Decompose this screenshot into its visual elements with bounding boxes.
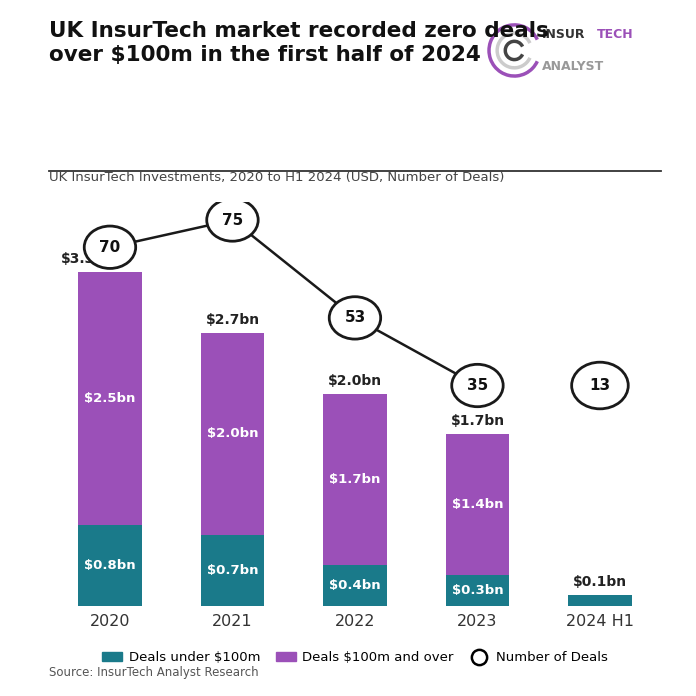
Text: INSUR: INSUR <box>541 28 585 40</box>
Text: $2.0bn: $2.0bn <box>207 427 258 441</box>
Text: $1.4bn: $1.4bn <box>452 498 503 511</box>
Circle shape <box>329 296 381 339</box>
Bar <box>200 535 264 606</box>
Bar <box>323 393 387 565</box>
Text: $3.3bn: $3.3bn <box>61 253 115 267</box>
Text: $2.7bn: $2.7bn <box>205 313 260 327</box>
Text: TECH: TECH <box>596 28 633 40</box>
Text: $0.8bn: $0.8bn <box>84 559 136 571</box>
Text: 35: 35 <box>467 378 488 393</box>
Text: 75: 75 <box>222 212 243 228</box>
Text: $0.7bn: $0.7bn <box>207 564 258 577</box>
Circle shape <box>452 364 503 406</box>
Circle shape <box>207 199 258 242</box>
Text: 13: 13 <box>590 378 610 393</box>
Circle shape <box>84 226 136 269</box>
Bar <box>200 333 264 535</box>
Text: $0.4bn: $0.4bn <box>329 579 381 592</box>
Text: 70: 70 <box>100 239 120 255</box>
Bar <box>445 434 509 575</box>
Legend: Deals under $100m, Deals $100m and over, Number of Deals: Deals under $100m, Deals $100m and over,… <box>97 646 613 670</box>
Text: $2.5bn: $2.5bn <box>84 392 136 405</box>
Text: $2.0bn: $2.0bn <box>328 374 382 388</box>
Text: $1.7bn: $1.7bn <box>329 473 381 486</box>
Text: UK InsurTech Investments, 2020 to H1 2024 (USD, Number of Deals): UK InsurTech Investments, 2020 to H1 202… <box>49 171 504 184</box>
Text: $0.3bn: $0.3bn <box>452 584 503 597</box>
Text: 53: 53 <box>345 310 365 326</box>
Bar <box>323 565 387 606</box>
Text: $1.7bn: $1.7bn <box>450 414 505 428</box>
Bar <box>445 575 509 606</box>
Text: over $100m in the first half of 2024: over $100m in the first half of 2024 <box>49 45 480 65</box>
Bar <box>78 525 142 606</box>
Circle shape <box>571 362 628 409</box>
Bar <box>568 596 632 606</box>
Text: ANALYST: ANALYST <box>541 61 603 73</box>
Text: $0.1bn: $0.1bn <box>573 576 627 590</box>
Bar <box>78 273 142 525</box>
Text: Source: InsurTech Analyst Research: Source: InsurTech Analyst Research <box>49 665 258 679</box>
Text: UK InsurTech market recorded zero deals: UK InsurTech market recorded zero deals <box>49 21 548 41</box>
